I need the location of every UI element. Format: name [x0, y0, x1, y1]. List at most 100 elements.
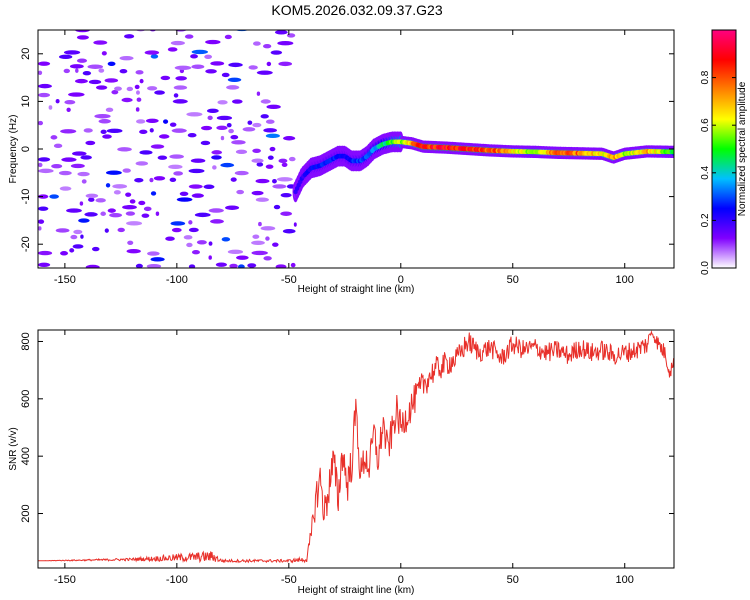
noise-cell — [48, 105, 53, 110]
noise-cell — [149, 30, 157, 32]
noise-cell — [265, 164, 274, 169]
noise-cell — [135, 263, 143, 268]
noise-cell — [100, 211, 106, 216]
noise-cell — [95, 85, 108, 90]
noise-cell — [216, 115, 233, 121]
noise-cell — [61, 157, 77, 162]
noise-cell — [211, 150, 223, 155]
noise-cell — [215, 262, 228, 267]
noise-cell — [38, 162, 43, 168]
noise-cell — [226, 85, 240, 90]
noise-cell — [170, 221, 186, 226]
spectrogram-x-label: Height of straight line (km) — [298, 284, 415, 295]
snr-axes: -150 -100 -50 0 50 100 200 400 600 800 — [20, 330, 674, 586]
noise-cell — [256, 162, 264, 167]
noise-cell — [227, 249, 244, 255]
noise-cell — [98, 119, 111, 124]
snr-plot-area — [38, 330, 674, 568]
spectrogram-x-tick-label: 100 — [616, 274, 634, 286]
noise-cell — [266, 104, 281, 110]
noise-cell — [154, 90, 165, 95]
noise-cell — [228, 128, 234, 134]
noise-cell — [107, 208, 116, 213]
noise-cell — [149, 128, 154, 133]
noise-cell — [265, 133, 280, 139]
noise-cell — [282, 229, 296, 234]
noise-cell — [87, 64, 104, 69]
noise-cell — [160, 75, 171, 81]
noise-cell — [274, 30, 288, 35]
noise-cell — [59, 54, 73, 60]
noise-cell — [94, 114, 111, 119]
noise-cell — [272, 242, 279, 247]
noise-cell — [102, 134, 112, 139]
noise-cell — [235, 30, 249, 32]
spectrogram-y-label: Frequency (Hz) — [8, 115, 19, 184]
noise-cell — [141, 213, 150, 218]
noise-cell — [139, 78, 144, 84]
noise-cell — [38, 168, 54, 174]
noise-cell — [135, 107, 140, 112]
noise-cell — [230, 177, 237, 182]
noise-cell — [173, 171, 184, 176]
noise-cell — [278, 61, 293, 67]
noise-cell — [255, 197, 269, 202]
noise-cell — [286, 33, 296, 38]
noise-cell — [175, 76, 187, 81]
noise-cell — [163, 119, 169, 124]
colorbar-gradient — [712, 30, 736, 268]
noise-cell — [255, 178, 270, 184]
noise-cell — [100, 129, 107, 135]
noise-cell — [38, 70, 43, 75]
noise-cell — [194, 212, 211, 218]
noise-cell — [184, 34, 194, 39]
noise-cell — [252, 234, 260, 239]
noise-cell — [225, 205, 240, 210]
noise-cell — [136, 119, 146, 124]
colorbar-axes: 0.0 0.2 0.4 0.6 0.8 — [700, 70, 736, 275]
noise-cell — [168, 164, 183, 170]
snr-series — [38, 330, 674, 564]
noise-cell — [50, 135, 58, 140]
noise-cell — [265, 119, 275, 124]
noise-cell — [51, 163, 63, 169]
noise-cell — [75, 30, 90, 33]
noise-cell — [208, 255, 212, 260]
noise-cell — [95, 198, 106, 203]
noise-cell — [106, 128, 123, 134]
snr-x-tick-label: 0 — [398, 574, 404, 586]
noise-cell — [231, 99, 243, 104]
noise-cell — [247, 120, 253, 125]
colorbar-frame — [711, 29, 737, 269]
noise-cell — [204, 54, 213, 59]
noise-cell — [81, 179, 87, 184]
noise-cell — [221, 72, 230, 78]
noise-cell — [165, 236, 175, 241]
noise-cell — [281, 162, 288, 167]
noise-cell — [280, 211, 293, 216]
noise-cell — [190, 54, 198, 59]
noise-cell — [38, 194, 49, 199]
noise-cell — [266, 61, 272, 67]
noise-cell — [188, 227, 199, 233]
spectrogram-x-tick-label: -100 — [166, 274, 188, 286]
colorbar-tick-label: 0.6 — [700, 118, 711, 132]
noise-cell — [134, 84, 140, 90]
noise-cell — [66, 208, 82, 213]
noise-cell — [79, 201, 84, 206]
noise-cell — [273, 204, 281, 210]
noise-cell — [200, 140, 211, 146]
noise-cell — [111, 89, 119, 95]
noise-cell — [260, 226, 276, 231]
noise-cell — [263, 128, 277, 133]
snr-y-tick-label: 800 — [20, 332, 32, 350]
noise-cell — [121, 97, 133, 103]
noise-cell — [157, 155, 168, 160]
snr-frame — [37, 329, 675, 569]
noise-cell — [82, 71, 92, 76]
noise-cell — [158, 134, 170, 139]
noise-cell — [228, 62, 243, 68]
noise-cell — [119, 55, 134, 61]
noise-cell — [143, 206, 152, 212]
